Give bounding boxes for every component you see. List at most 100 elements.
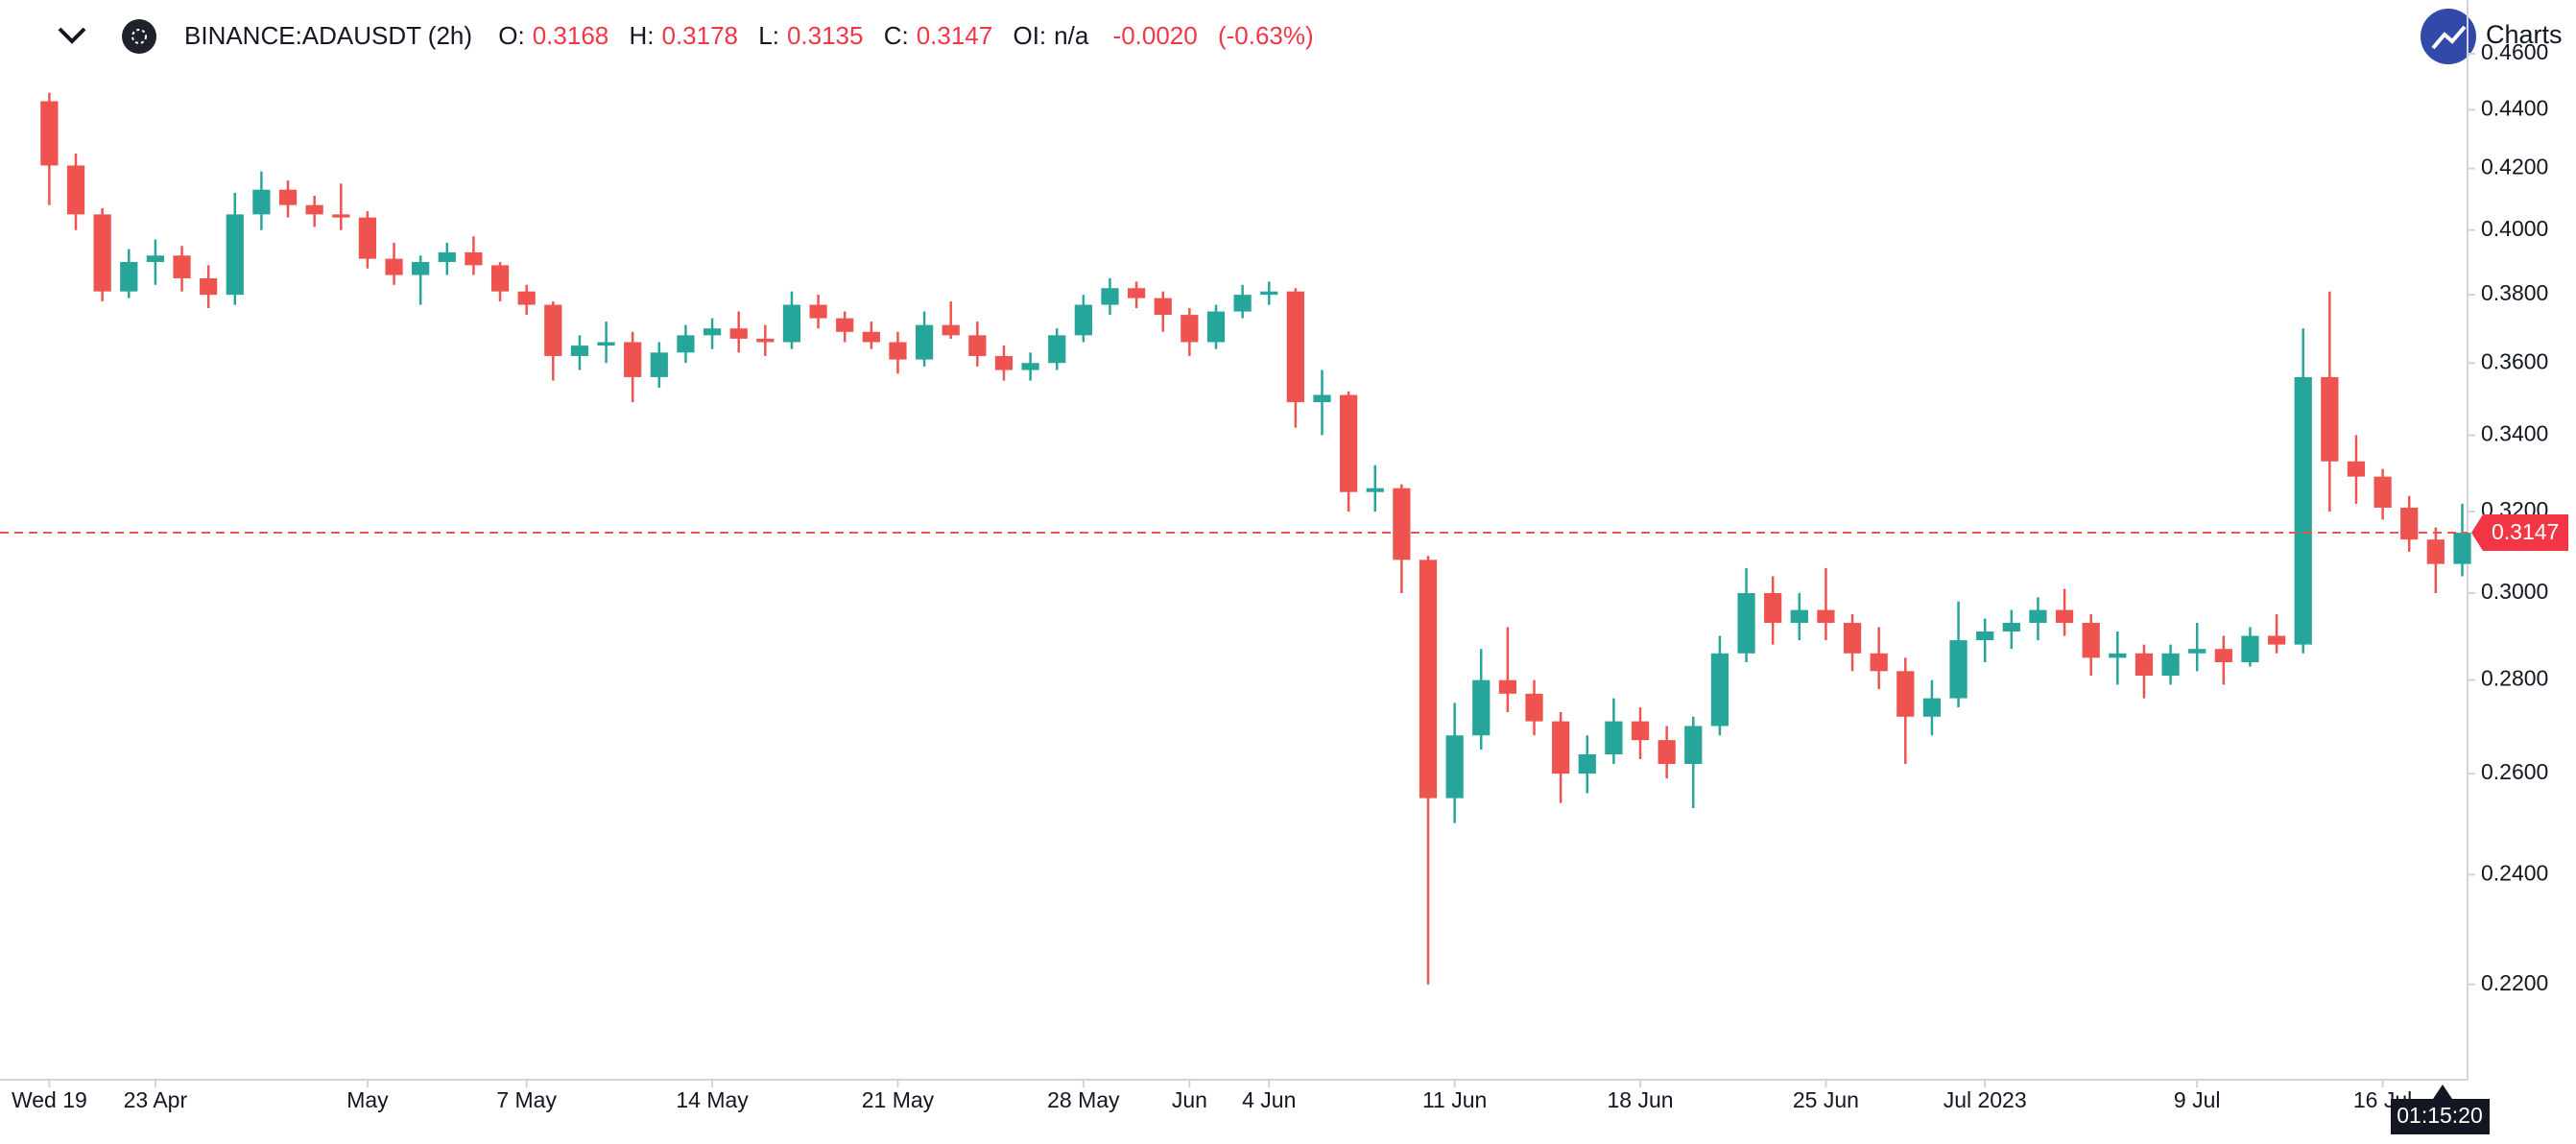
candle-body: [252, 189, 271, 215]
candle-body: [1605, 721, 1623, 755]
open-value: 0.3168: [532, 21, 609, 50]
candle-body: [968, 335, 987, 356]
symbol: BINANCE:ADAUSDT (2h): [184, 21, 473, 50]
candle-body: [2188, 649, 2206, 654]
candle-body: [2109, 653, 2127, 658]
candle-body: [1790, 609, 1808, 623]
candle-body: [358, 217, 377, 259]
candle-body: [1021, 363, 1039, 370]
x-tick-label: 23 Apr: [124, 1087, 188, 1112]
candle-body: [1870, 653, 1888, 672]
candle-body: [146, 255, 165, 262]
candle-body: [1684, 726, 1703, 765]
candle-body: [2347, 461, 2366, 477]
candle-body: [729, 328, 748, 339]
candle-body: [332, 214, 350, 218]
candle-body: [2321, 376, 2339, 462]
candle-body: [994, 355, 1014, 370]
x-tick-label: May: [346, 1087, 389, 1112]
candle-body: [1710, 653, 1729, 727]
candle-body: [2453, 533, 2471, 564]
candle-body: [2400, 507, 2419, 540]
candle-body: [1976, 631, 1994, 641]
candle-body: [1922, 698, 1942, 717]
x-tick-label: 21 May: [862, 1087, 935, 1112]
x-tick-label: 14 May: [676, 1087, 749, 1112]
candle-body: [66, 165, 85, 215]
candle-body: [173, 255, 191, 278]
oi-value: n/a: [1054, 21, 1089, 50]
candle-body: [1127, 288, 1146, 298]
x-tick-label: 18 Jun: [1607, 1087, 1673, 1112]
close-label: C:: [883, 21, 909, 50]
candle-body: [2055, 609, 2074, 623]
candle-body: [1896, 671, 1915, 717]
x-tick-label: Jul 2023: [1944, 1087, 2027, 1112]
candle-body: [570, 346, 589, 356]
change-percent: (-0.63%): [1217, 21, 1314, 50]
candle-body: [2214, 649, 2232, 663]
high-value: 0.3178: [661, 21, 739, 50]
coin-icon-mark: [131, 29, 147, 44]
candle-body: [2002, 622, 2020, 632]
y-tick-label: 0.2400: [2481, 860, 2548, 885]
candle-body: [1181, 315, 1199, 343]
candle-body: [1313, 394, 1331, 403]
x-tick-label: 11 Jun: [1422, 1087, 1487, 1112]
candle-body: [305, 204, 323, 215]
candle-body: [1737, 592, 1755, 654]
candle-body: [1048, 335, 1066, 364]
high-label: H:: [629, 21, 655, 50]
candle-body: [889, 342, 907, 360]
candle-body: [2082, 622, 2100, 658]
candle-body: [2029, 609, 2047, 623]
y-tick-label: 0.2200: [2481, 970, 2548, 995]
y-tick-label: 0.3000: [2481, 579, 2548, 604]
candle-body: [385, 258, 403, 275]
y-tick-label: 0.2800: [2481, 666, 2548, 691]
candle-body: [1419, 560, 1438, 798]
y-tick-label: 0.4400: [2481, 95, 2548, 120]
candle-body: [650, 352, 668, 377]
candle-body: [2373, 476, 2392, 508]
candle-body: [1817, 609, 1835, 623]
y-tick-label: 0.4600: [2481, 39, 2548, 64]
candle-body: [438, 251, 456, 262]
candle-body: [836, 318, 854, 332]
y-tick-label: 0.3800: [2481, 280, 2548, 305]
candle-body: [809, 304, 827, 319]
candle-body: [1233, 295, 1252, 312]
candle-body: [120, 261, 138, 292]
x-tick-label: 7 May: [496, 1087, 557, 1112]
low-label: L:: [758, 21, 779, 50]
candle-body: [200, 277, 218, 296]
candle-body: [226, 214, 244, 296]
candle-body: [1286, 291, 1304, 403]
y-tick-label: 0.2600: [2481, 759, 2548, 784]
x-tick-label: 28 May: [1047, 1087, 1120, 1112]
x-tick-label: 25 Jun: [1793, 1087, 1859, 1112]
candle-body: [1154, 298, 1172, 316]
candle-body: [624, 342, 642, 377]
collapse-icon[interactable]: [58, 27, 86, 44]
candle-body: [756, 338, 775, 343]
candle-body: [1552, 721, 1570, 775]
candle-body: [1472, 679, 1491, 736]
candle-body: [1206, 311, 1226, 343]
candle-body: [93, 214, 111, 292]
candle-body: [1445, 735, 1464, 798]
candle-body: [2267, 635, 2286, 645]
candle-body: [278, 189, 298, 205]
candle-body: [1764, 592, 1782, 623]
candle-body: [1658, 740, 1676, 765]
candle-body: [2294, 376, 2312, 645]
candle-body: [1340, 394, 1358, 492]
last-price-tag: [2471, 514, 2568, 552]
candle-body: [942, 324, 960, 336]
last-price-label: 0.3147: [2492, 519, 2559, 544]
candle-body: [490, 265, 510, 292]
candle-body: [544, 304, 562, 356]
candle-body: [1260, 291, 1278, 296]
